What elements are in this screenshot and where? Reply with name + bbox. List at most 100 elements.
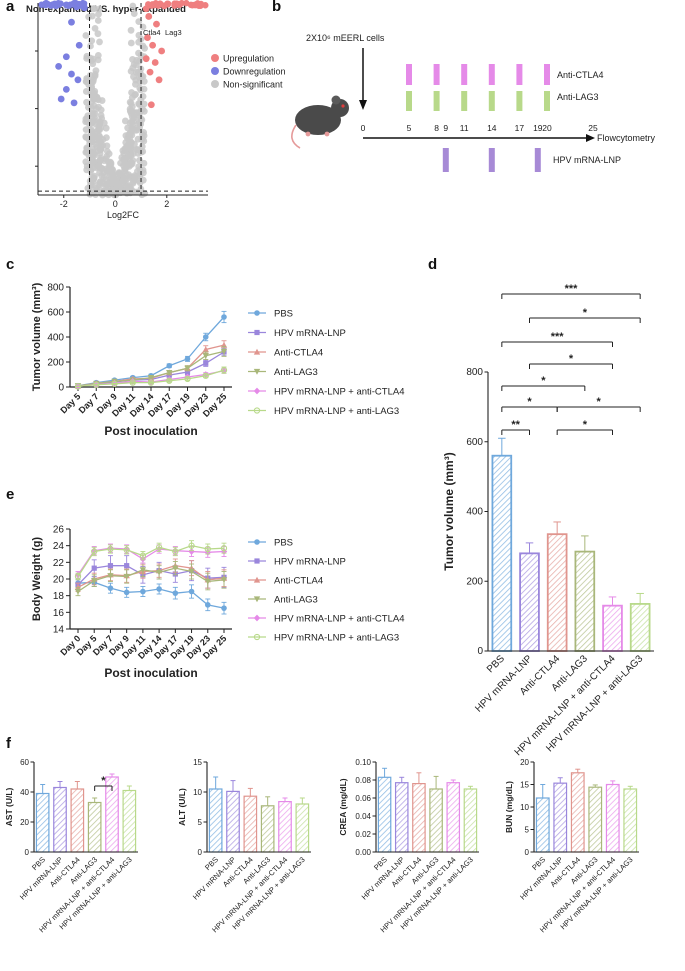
data-point: [123, 589, 130, 596]
nonsig-point: [94, 30, 102, 38]
nonsig-point: [96, 120, 104, 127]
nonsig-point: [140, 128, 148, 136]
anti-ctla4-dose: [516, 64, 523, 85]
downregulated-point: [74, 76, 82, 84]
bar: [546, 533, 568, 652]
cells-label: 2X10⁶ mEERL cells: [306, 33, 385, 43]
data-point: [221, 605, 227, 611]
data-point: [220, 348, 228, 355]
y-tick-label: 14: [53, 625, 65, 636]
nonsig-point: [87, 89, 95, 97]
bar: [394, 782, 409, 853]
nonsig-point: [128, 118, 136, 126]
y-tick-label: 0.06: [355, 794, 371, 803]
nonsig-point: [135, 38, 143, 46]
data-point: [91, 578, 98, 584]
nonsig-point: [103, 142, 111, 150]
upregulated-point: [149, 1, 156, 8]
data-point: [202, 372, 209, 379]
nonsig-point: [132, 90, 139, 98]
timeline-day-label: 19: [533, 123, 543, 133]
data-point: [156, 586, 162, 592]
data-point: [188, 568, 195, 575]
data-point: [147, 379, 155, 386]
bar: [570, 772, 585, 853]
nonsig-point: [133, 56, 141, 64]
timeline-day-label: 0: [361, 123, 366, 133]
bar: [260, 805, 275, 853]
bar: [519, 552, 540, 652]
y-tick-label: 0.02: [355, 830, 371, 839]
significance-label: ***: [565, 283, 579, 295]
y-tick-label: 600: [47, 308, 64, 319]
legend-entry: HPV mRNA-LNP + anti-LAG3: [274, 633, 399, 644]
data-point: [74, 383, 82, 390]
hpv-vaccine-dose: [442, 148, 449, 172]
significance-label: *: [583, 419, 588, 431]
bar: [623, 788, 638, 853]
downregulated-point: [43, 0, 50, 7]
anti-ctla4-dose: [461, 64, 468, 85]
nonsig-point: [132, 69, 140, 76]
bar: [87, 801, 102, 853]
y-tick-label: 10: [520, 803, 529, 812]
downregulated-point: [80, 2, 88, 10]
y-tick-label: 5: [198, 818, 203, 827]
nonsig-point: [90, 5, 98, 13]
anti-lag3-dose: [488, 91, 495, 111]
bar: [602, 604, 623, 652]
bar: [412, 782, 426, 853]
bar: [629, 603, 651, 652]
nonsig-point: [97, 111, 105, 119]
legend-entry: HPV mRNA-LNP + anti-CTLA4: [274, 614, 405, 625]
data-point: [254, 310, 260, 316]
y-tick-label: 0.10: [355, 758, 371, 767]
data-point: [253, 387, 261, 395]
anti-ctla4-label: Anti-CTLA4: [557, 70, 604, 80]
timeline-arrow: [586, 134, 595, 142]
legend-marker: [211, 67, 219, 75]
y-tick-label: 0: [25, 848, 30, 857]
y-tick-label: 0: [525, 848, 530, 857]
nonsig-point: [140, 137, 148, 145]
nonsig-point: [83, 76, 91, 83]
legend-entry: Anti-LAG3: [274, 367, 318, 378]
data-point: [123, 573, 130, 580]
nonsig-point: [88, 12, 96, 20]
upregulated-point: [149, 41, 157, 49]
data-point: [221, 314, 227, 320]
y-tick-label: 400: [47, 333, 64, 344]
nonsig-point: [87, 181, 94, 189]
nonsig-point: [114, 170, 122, 178]
data-point: [254, 558, 260, 564]
nonsig-point: [96, 156, 104, 164]
anti-lag3-dose: [516, 91, 523, 111]
gene-label-lag3: Lag3: [165, 28, 182, 37]
bar: [278, 800, 292, 853]
data-point: [188, 588, 195, 595]
nonsig-point: [135, 18, 143, 26]
nonsig-point: [97, 145, 105, 153]
nonsig-point: [127, 26, 135, 34]
significance-label: *: [597, 396, 602, 408]
panel-label-f: f: [6, 735, 11, 752]
data-point: [155, 544, 163, 551]
nonsig-point: [113, 181, 120, 189]
bar: [208, 788, 223, 853]
y-tick-label: 15: [193, 758, 202, 767]
significance-label: *: [541, 375, 546, 387]
y-tick-label: 18: [53, 591, 65, 602]
data-point: [107, 585, 114, 591]
anti-ctla4-dose: [433, 64, 440, 85]
data-point: [184, 375, 191, 383]
nonsig-point: [90, 164, 97, 172]
bar: [122, 789, 137, 853]
y-tick-label: 16: [53, 608, 65, 619]
data-point: [202, 334, 209, 340]
bar: [605, 783, 620, 853]
